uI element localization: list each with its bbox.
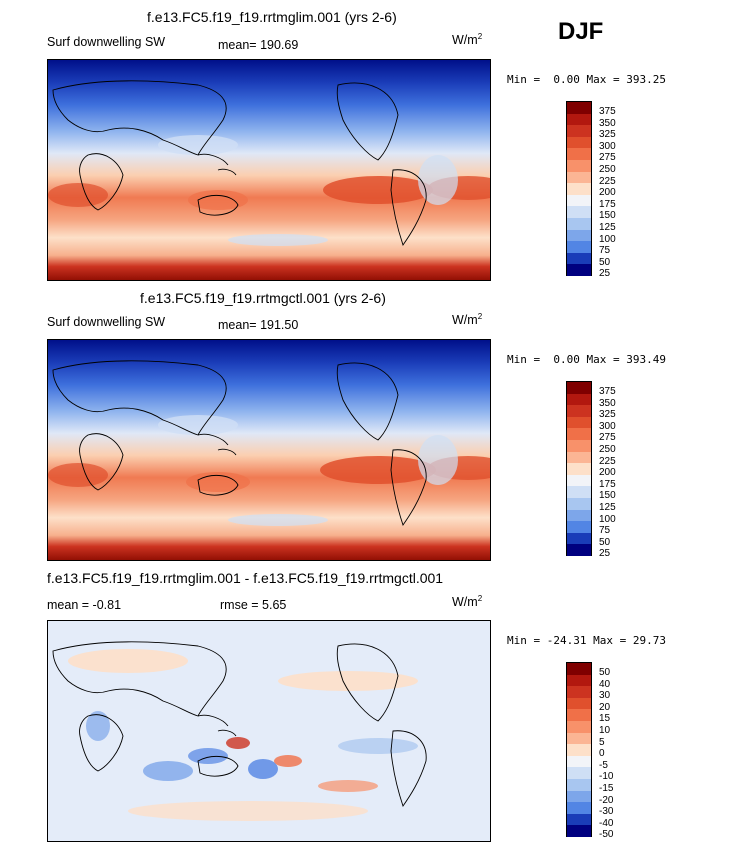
panel-3-mean-value: -0.81 <box>92 598 122 612</box>
panel-2-mean: mean= 191.50 <box>218 318 298 332</box>
cb3-label: -40 <box>599 817 614 829</box>
cb1-label: 300 <box>599 140 616 152</box>
panel-1-max-label: Max = <box>586 73 620 86</box>
cb1-label: 225 <box>599 175 616 187</box>
panel-1-map-image <box>48 60 490 280</box>
panel-1-mean-value: 190.69 <box>260 38 299 52</box>
panel-3-rmse-label: rmse = <box>220 598 259 612</box>
cb3-label: 5 <box>599 736 605 748</box>
cb1-label: 125 <box>599 222 616 233</box>
cb1-label: 150 <box>599 210 616 222</box>
cb2-label: 50 <box>599 536 611 548</box>
panel-1-mean: mean= 190.69 <box>218 38 298 52</box>
panel-2-mean-label: mean= <box>218 318 257 332</box>
cb3-label: -30 <box>599 806 614 818</box>
panel-3-minmax: Min = -24.31 Max = 29.73 <box>507 634 666 647</box>
cb2-label: 275 <box>599 432 616 444</box>
panel-2-mean-value: 191.50 <box>260 318 299 332</box>
panel-3-min-label: Min = <box>507 634 541 647</box>
cb3-label: -50 <box>599 829 614 841</box>
panel-2-variable: Surf downwelling SW <box>47 315 166 329</box>
panel-1-min-label: Min = <box>507 73 541 86</box>
panel-3-map <box>47 620 491 842</box>
panel-3-mean-label: mean = <box>47 598 90 612</box>
cb3-label: 0 <box>599 748 605 760</box>
cb1-label: 75 <box>599 245 611 257</box>
cb1-label: 350 <box>599 117 616 129</box>
panel-3-units: W/m2 <box>452 594 482 609</box>
panel-2-units-base: W/m <box>452 313 478 327</box>
panel-1-units-base: W/m <box>452 33 478 47</box>
cb1-label: 25 <box>599 268 611 280</box>
cb2-label: 375 <box>599 386 616 397</box>
panel-1-mean-label: mean= <box>218 38 257 52</box>
panel-3-max-value: 29.73 <box>632 634 666 647</box>
cb3-label: 30 <box>599 690 611 702</box>
cb2-label: 250 <box>599 444 616 455</box>
cb2-label: 225 <box>599 455 616 467</box>
panel-2-map-image <box>48 340 490 560</box>
cb2-label: 175 <box>599 478 616 490</box>
panel-1-units-exp: 2 <box>477 32 483 41</box>
cb2-label: 200 <box>599 467 616 479</box>
cb2-label: 300 <box>599 420 616 432</box>
panel-1-min-value: 0.00 <box>553 73 580 86</box>
panel-1-map <box>47 59 491 281</box>
cb3-label: 40 <box>599 678 611 690</box>
panel-2-colorbar <box>566 381 592 556</box>
panel-1-title: f.e13.FC5.f19_f19.rrtmglim.001 (yrs 2-6) <box>147 9 397 25</box>
cb3-label: -20 <box>599 794 614 806</box>
panel-3-colorbar <box>566 662 592 837</box>
cb1-label: 100 <box>599 233 616 245</box>
cb3-label: -15 <box>599 783 614 794</box>
panel-2-units-exp: 2 <box>477 312 483 321</box>
cb2-label: 25 <box>599 548 611 560</box>
cb3-label: 10 <box>599 725 611 736</box>
panel-2-minmax: Min = 0.00 Max = 393.49 <box>507 353 666 366</box>
panel-3-units-base: W/m <box>452 595 478 609</box>
cb1-label: 175 <box>599 198 616 210</box>
cb2-label: 150 <box>599 490 616 502</box>
panel-1-variable: Surf downwelling SW <box>47 35 166 49</box>
panel-3-rmse: rmse = 5.65 <box>220 598 286 612</box>
panel-3-min-value: -24.31 <box>546 634 587 647</box>
cb2-label: 325 <box>599 409 616 421</box>
panel-3-units-exp: 2 <box>477 594 483 603</box>
cb3-label: -5 <box>599 759 608 771</box>
panel-2-title: f.e13.FC5.f19_f19.rrtmgctl.001 (yrs 2-6) <box>140 290 386 306</box>
panel-1-minmax: Min = 0.00 Max = 393.25 <box>507 73 666 86</box>
season-label: DJF <box>558 18 604 45</box>
cb2-label: 75 <box>599 525 611 537</box>
panel-3-mean: mean = -0.81 <box>47 598 121 612</box>
cb1-label: 375 <box>599 106 616 117</box>
cb3-label: -10 <box>599 771 614 783</box>
cb1-label: 325 <box>599 129 616 141</box>
cb1-label: 200 <box>599 187 616 199</box>
cb3-label: 15 <box>599 713 611 725</box>
panel-2-map <box>47 339 491 561</box>
panel-3-rmse-value: 5.65 <box>262 598 287 612</box>
panel-1-max-value: 393.25 <box>626 73 666 86</box>
panel-1-colorbar <box>566 101 592 276</box>
panel-3-max-label: Max = <box>593 634 627 647</box>
panel-2-units: W/m2 <box>452 312 482 327</box>
panel-3-title: f.e13.FC5.f19_f19.rrtmglim.001 - f.e13.F… <box>47 570 444 586</box>
cb2-label: 125 <box>599 502 616 513</box>
cb1-label: 275 <box>599 152 616 164</box>
cb3-label: 50 <box>599 667 611 678</box>
cb1-label: 250 <box>599 164 616 175</box>
cb2-label: 350 <box>599 397 616 409</box>
panel-1-units: W/m2 <box>452 32 482 47</box>
cb3-label: 20 <box>599 701 611 713</box>
panel-3-map-image <box>48 621 490 841</box>
panel-2-max-value: 393.49 <box>626 353 666 366</box>
panel-2-min-label: Min = <box>507 353 541 366</box>
cb2-label: 100 <box>599 513 616 525</box>
panel-2-max-label: Max = <box>586 353 620 366</box>
cb1-label: 50 <box>599 256 611 268</box>
panel-2-min-value: 0.00 <box>553 353 580 366</box>
